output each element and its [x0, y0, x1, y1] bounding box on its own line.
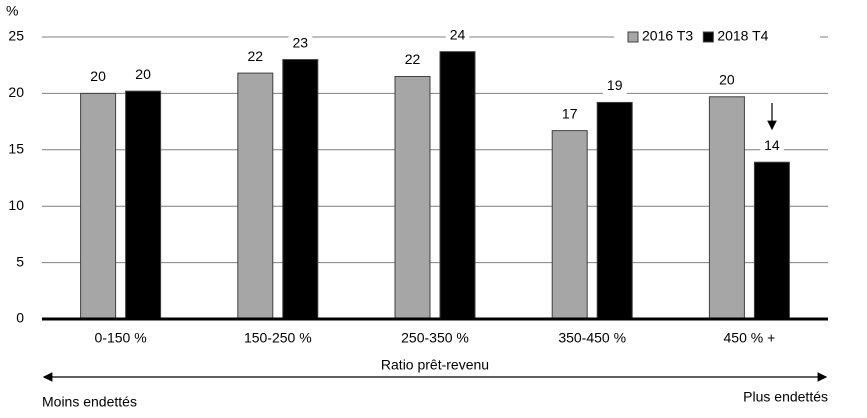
bar	[394, 75, 431, 320]
annotation: Plus endettés	[743, 389, 828, 405]
data-label: 14	[764, 137, 780, 153]
data-label: 22	[248, 48, 264, 64]
bar	[237, 72, 274, 320]
label-background	[131, 64, 156, 83]
x-tick-label: 350-450 %	[558, 330, 626, 346]
label-background	[602, 76, 627, 95]
data-label: 23	[293, 34, 309, 50]
bar	[125, 90, 162, 320]
legend-background	[614, 25, 820, 49]
label-background	[243, 46, 268, 65]
label-background	[445, 25, 470, 44]
legend-swatch	[627, 31, 639, 43]
x-tick-label: 0-150 %	[95, 330, 147, 346]
label-background	[400, 50, 425, 69]
bar	[596, 101, 633, 320]
label-background	[760, 135, 784, 154]
x-tick-label: 450 % +	[724, 330, 776, 346]
bar	[551, 130, 588, 320]
y-tick-label: 15	[8, 141, 24, 157]
data-label: 20	[90, 68, 106, 84]
bar	[439, 51, 476, 320]
label-background	[86, 67, 111, 86]
bar	[753, 161, 790, 320]
bar	[282, 59, 319, 320]
x-axis-label: Ratio prêt-revenu	[381, 357, 489, 373]
legend-label: 2018 T4	[717, 28, 768, 44]
data-label: 17	[562, 105, 578, 121]
y-tick-label: 10	[8, 197, 24, 213]
y-tick-label: 0	[16, 310, 24, 326]
data-label: 24	[450, 26, 466, 42]
bar	[80, 92, 117, 320]
y-tick-label: 20	[8, 84, 24, 100]
marks	[80, 51, 790, 320]
y-tick-label: 25	[8, 28, 24, 44]
y-tick-label: 5	[16, 253, 24, 269]
x-tick-label: 150-250 %	[244, 330, 312, 346]
label-background	[288, 33, 313, 52]
label-background	[715, 70, 739, 89]
x-tick-label: 250-350 %	[401, 330, 469, 346]
bar	[708, 96, 745, 320]
annotation: Moins endettés	[42, 394, 137, 410]
legend-label: 2016 T3	[642, 28, 693, 44]
data-label: 22	[405, 51, 421, 67]
legend-swatch	[702, 31, 714, 43]
label-background	[557, 104, 582, 123]
data-label: 19	[607, 77, 623, 93]
y-axis-label: %	[6, 3, 18, 19]
data-label: 20	[135, 66, 151, 82]
data-label: 20	[719, 71, 735, 87]
